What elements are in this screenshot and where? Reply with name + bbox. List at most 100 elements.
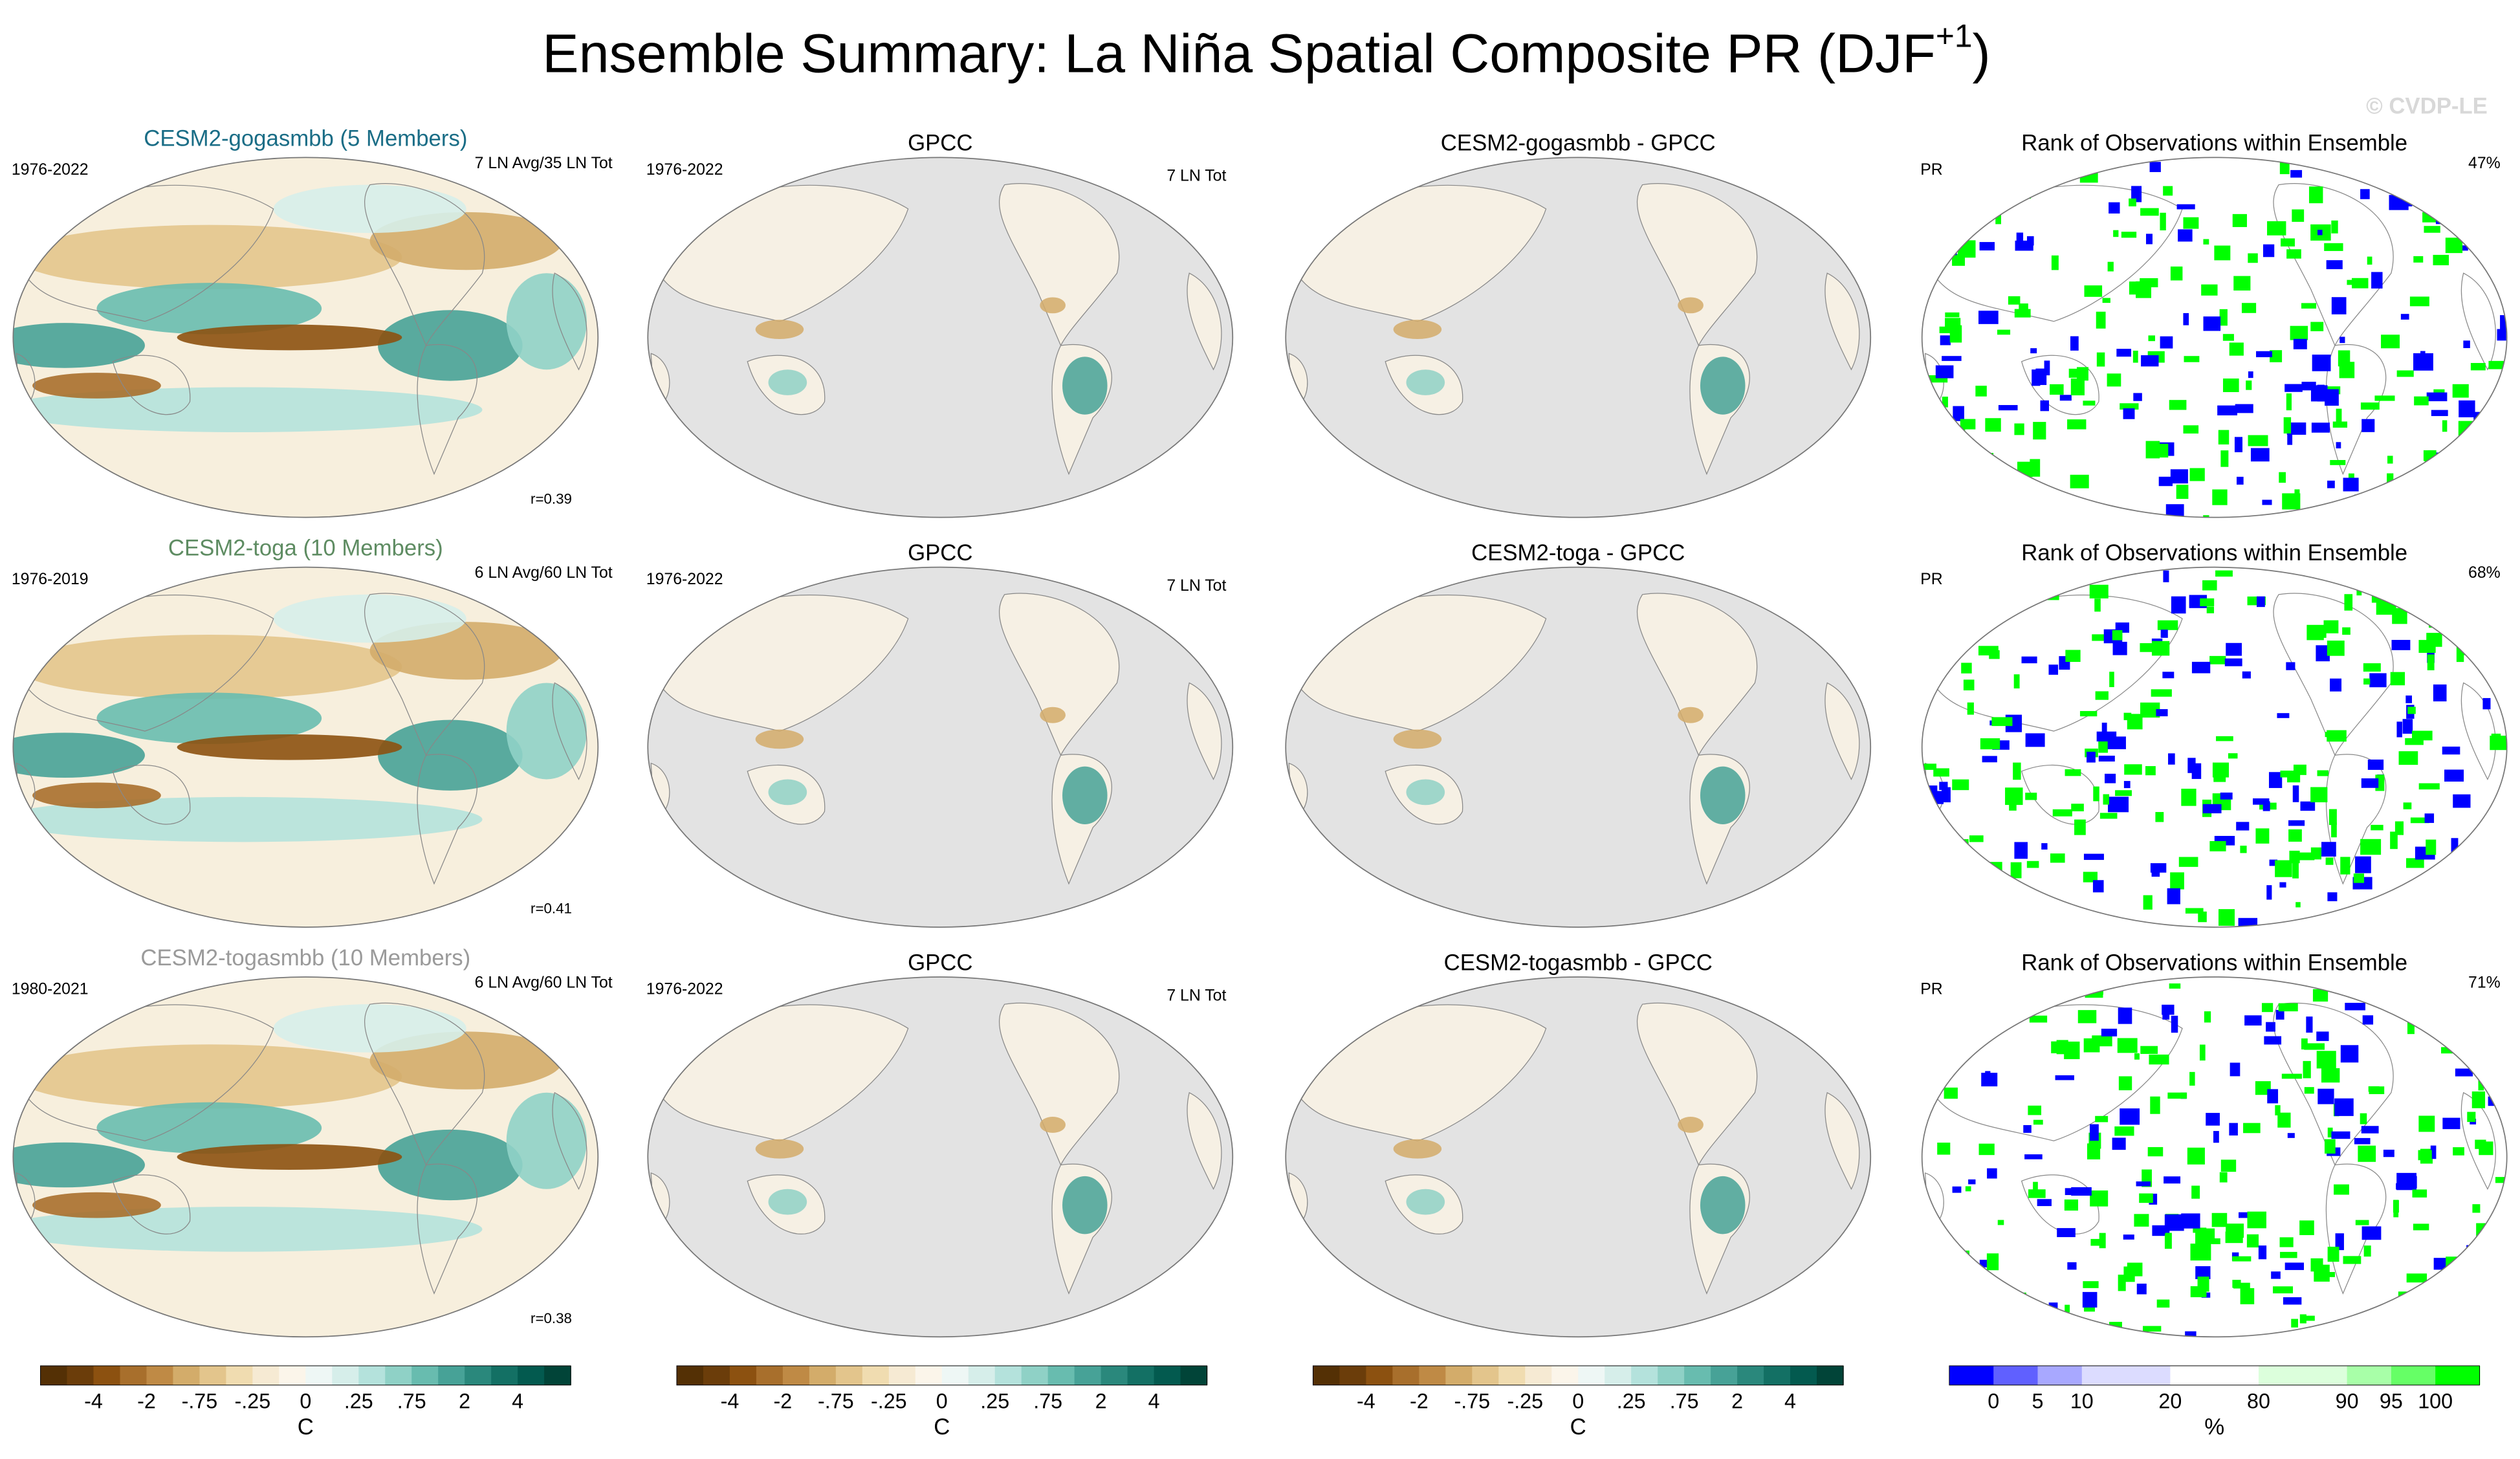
rank-pixel <box>2248 435 2268 446</box>
rank-pixel <box>2312 989 2328 1002</box>
rank-pixel <box>1968 1179 1976 1185</box>
anomaly-patch <box>177 324 402 351</box>
rank-pixel <box>2324 243 2343 251</box>
rank-pixel <box>2340 1045 2359 1063</box>
colorbar-swatch <box>729 1365 757 1385</box>
rank-pixel <box>2310 787 2328 803</box>
rank-pixel <box>2133 393 2142 401</box>
colorbar-swatch <box>2258 1365 2304 1385</box>
rank-pixel <box>2414 396 2429 406</box>
title-sup: +1 <box>1936 18 1973 54</box>
rank-pixel <box>2342 627 2350 635</box>
rank-pixel <box>2088 510 2097 518</box>
rank-pixel <box>2067 419 2087 430</box>
rank-pixel <box>2065 1304 2070 1313</box>
landmass <box>998 1002 1120 1166</box>
rank-pixel <box>1942 397 1948 408</box>
rank-pixel <box>2310 1258 2323 1272</box>
rank-pixel <box>1989 650 2000 659</box>
rank-pixel <box>2030 459 2041 477</box>
rank-pixel <box>2418 1150 2432 1161</box>
rank-pixel <box>1939 1070 1948 1079</box>
landmass <box>998 593 1120 756</box>
rank-pixel <box>2484 445 2501 458</box>
map <box>1286 567 1871 927</box>
colorbar-swatch <box>146 1365 174 1385</box>
rank-pixel <box>2317 1088 2334 1104</box>
rank-pixel <box>2241 303 2257 313</box>
rank-pixel <box>2120 1108 2140 1125</box>
rank-pixel <box>2288 820 2305 826</box>
map <box>1922 567 2507 927</box>
colorbar-swatch <box>2303 1365 2348 1385</box>
rank-pixel <box>1986 453 1994 470</box>
rank-pixel <box>2107 261 2114 272</box>
landmass <box>1187 1092 1222 1190</box>
colorbar-swatch <box>1074 1365 1102 1385</box>
colorbar-swatch <box>544 1365 571 1385</box>
rank-pixel <box>2455 615 2466 620</box>
rank-pixel <box>2279 472 2286 483</box>
colorbar-swatch <box>1817 1365 1844 1385</box>
rank-pixel <box>1974 178 1988 185</box>
rank-pixel <box>2311 630 2327 638</box>
rank-pixel <box>1948 223 1962 237</box>
rank-pixel <box>2278 1003 2298 1012</box>
rank-pixel <box>2206 606 2215 613</box>
panel-title: GPCC <box>908 541 972 565</box>
rank-pixel <box>2336 442 2341 448</box>
rank-pixel <box>2405 738 2424 745</box>
rank-pixel <box>2355 1220 2369 1225</box>
rank-pixel <box>2050 853 2065 863</box>
rank-pixel <box>2273 1286 2294 1294</box>
rank-pixel <box>2059 395 2072 401</box>
rank-pixel <box>2406 858 2424 868</box>
colorbar-label: 0 <box>300 1390 311 1413</box>
colorbar-label: 0 <box>936 1390 948 1413</box>
rank-pixel <box>2026 236 2034 246</box>
rank-pixel <box>2070 378 2085 396</box>
rank-pixel <box>2189 468 2205 481</box>
rank-pixel <box>2199 1044 2206 1061</box>
rank-pixel <box>1927 633 1938 645</box>
anomaly-patch <box>96 1102 322 1154</box>
colorbar-swatch <box>518 1365 545 1385</box>
colorbar-label: 4 <box>512 1390 523 1413</box>
panel-title: GPCC <box>908 131 972 156</box>
colorbar-swatch <box>1498 1365 1526 1385</box>
panel-left-label: 1976-2022 <box>646 571 723 588</box>
rank-pixel <box>2212 1238 2220 1244</box>
rank-pixel <box>2237 476 2244 485</box>
rank-pixel <box>2498 1311 2507 1323</box>
rank-pixel <box>2009 796 2017 811</box>
rank-pixel <box>1980 738 2000 750</box>
rank-pixel <box>2335 510 2354 518</box>
rank-pixel <box>2390 831 2398 850</box>
anomaly-patch <box>16 1044 402 1109</box>
map-panel: Rank of Observations within Ensemble PR 68… <box>1920 541 2508 928</box>
colorbar: -4 -2 -.75 -.25 0 .25 .75 2 4 C <box>40 1365 571 1440</box>
rank-pixel <box>2433 684 2447 702</box>
rank-pixel <box>1963 679 1975 691</box>
rank-pixel <box>2371 824 2383 831</box>
rank-pixel <box>1977 924 1995 927</box>
rank-pixel <box>2147 1146 2164 1157</box>
rank-pixel <box>2230 1062 2241 1077</box>
colorbar-swatch <box>1047 1365 1075 1385</box>
rank-pixel <box>2118 1275 2126 1291</box>
rank-pixel <box>2257 596 2265 608</box>
rank-pixel <box>2267 1089 2279 1104</box>
colorbar-swatch <box>1737 1365 1764 1385</box>
rank-pixel <box>2037 1199 2052 1207</box>
rank-pixel <box>2390 672 2405 686</box>
rank-pixel <box>2270 350 2283 362</box>
rank-pixel <box>2290 325 2308 340</box>
rank-pixel <box>2224 658 2242 666</box>
rank-pixel <box>2437 1279 2448 1289</box>
colorbar-label: 0 <box>1988 1390 1999 1413</box>
colorbar-swatch <box>915 1365 943 1385</box>
colorbar-swatch <box>703 1365 730 1385</box>
rank-pixel <box>2360 839 2382 855</box>
colorbar-swatch <box>1472 1365 1500 1385</box>
rank-pixel <box>2393 195 2413 207</box>
